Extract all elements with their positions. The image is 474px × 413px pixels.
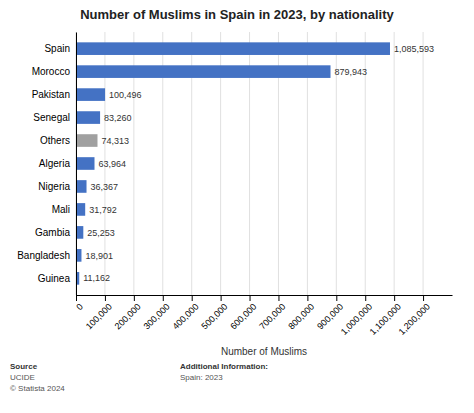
x-tick-mark — [163, 295, 164, 301]
x-tick: 400,000 — [171, 295, 201, 332]
x-tick-mark — [307, 295, 308, 301]
x-tick: 0 — [74, 295, 85, 312]
data-labels: 1,085,593 879,943 100,496 83,260 74,313 63,96… — [83, 44, 434, 284]
x-tick-mark — [336, 295, 337, 301]
data-label: 74,313 — [101, 136, 129, 146]
x-tick-mark — [221, 295, 222, 301]
x-axis: 0100,000200,000300,000400,000500,000600,… — [74, 295, 452, 337]
x-tick: 300,000 — [142, 295, 172, 332]
annotation-line: Additional Information: — [180, 362, 268, 371]
annotation: Additional Information: Spain: 2023 — [180, 362, 268, 382]
x-tick: 700,000 — [257, 295, 287, 332]
y-axis-line — [76, 33, 77, 296]
y-tick: Nigeria — [38, 181, 76, 192]
plot: 0100,000200,000300,000400,000500,000600,… — [17, 32, 452, 337]
x-tick: 900,000 — [315, 295, 345, 332]
x-tick-label: 200,000 — [113, 301, 143, 331]
x-tick: 600,000 — [228, 295, 258, 332]
x-tick: 1,200,000 — [397, 295, 432, 337]
annotation-line: Source — [10, 362, 38, 371]
data-label: 63,964 — [99, 159, 127, 169]
data-label: 31,792 — [89, 205, 117, 215]
x-tick-label: 0 — [74, 301, 85, 312]
annotation: Source UCIDE © Statista 2024 — [10, 362, 65, 393]
x-tick-label: 300,000 — [142, 301, 172, 331]
x-tick-label: 400,000 — [171, 301, 201, 331]
data-label: 100,496 — [109, 90, 142, 100]
y-tick: Pakistan — [32, 89, 76, 100]
x-tick-mark — [76, 295, 77, 301]
data-label: 25,253 — [87, 228, 115, 238]
annotation-line: UCIDE — [10, 373, 35, 382]
grid-line — [394, 32, 395, 295]
x-tick-mark — [423, 295, 424, 301]
x-tick: 800,000 — [286, 295, 316, 332]
y-tick: Others — [40, 135, 76, 146]
y-tick: Gambia — [35, 227, 76, 238]
y-tick: Senegal — [33, 112, 76, 123]
bar — [76, 157, 95, 170]
x-axis-title: Number of Muslims — [221, 346, 307, 357]
x-tick-label: 100,000 — [84, 301, 114, 331]
title: Number of Muslims in Spain in 2023, by n… — [80, 7, 394, 22]
data-label: 18,901 — [85, 251, 113, 261]
y-tick-label: Bangladesh — [17, 250, 70, 261]
y-tick-label: Gambia — [35, 227, 70, 238]
x-axis-line — [77, 295, 453, 296]
y-tick: Guinea — [38, 273, 76, 284]
data-label: 1,085,593 — [394, 44, 434, 54]
y-axis: Spain Morocco Pakistan Senegal Others Algeria… — [17, 33, 76, 296]
bar — [76, 42, 390, 55]
y-tick: Bangladesh — [17, 250, 76, 261]
y-tick-label: Morocco — [32, 66, 71, 77]
x-tick-mark — [192, 295, 193, 301]
grid — [76, 32, 423, 295]
bar — [76, 180, 87, 193]
y-tick-label: Spain — [44, 43, 70, 54]
bar — [76, 65, 331, 78]
x-tick: 200,000 — [113, 295, 143, 332]
x-tick-label: 600,000 — [228, 301, 258, 331]
annotation-line: Spain: 2023 — [180, 373, 223, 382]
x-tick: 100,000 — [84, 295, 114, 332]
data-label: 11,162 — [83, 273, 110, 283]
bar — [76, 88, 105, 101]
chart: Number of Muslims in Spain in 2023, by n… — [0, 0, 474, 413]
x-tick-mark — [105, 295, 106, 301]
x-tick-mark — [365, 295, 366, 301]
x-tick: 500,000 — [199, 295, 229, 332]
y-tick: Algeria — [39, 158, 76, 169]
x-tick-mark — [278, 295, 279, 301]
bar — [76, 226, 83, 239]
y-tick-label: Mali — [52, 204, 70, 215]
grid-line — [423, 32, 424, 295]
data-label: 36,367 — [91, 182, 119, 192]
data-label: 879,943 — [335, 67, 368, 77]
x-tick-mark — [134, 295, 135, 301]
y-tick-label: Guinea — [38, 273, 71, 284]
x-tick-mark — [394, 295, 395, 301]
y-tick-label: Others — [40, 135, 70, 146]
x-tick-label: 700,000 — [257, 301, 287, 331]
bar — [76, 203, 85, 216]
x-tick-mark — [250, 295, 251, 301]
x-tick-label: 800,000 — [286, 301, 316, 331]
grid-line — [76, 32, 77, 295]
data-label: 83,260 — [104, 113, 132, 123]
annotation-line: © Statista 2024 — [10, 384, 65, 393]
y-tick-label: Senegal — [33, 112, 70, 123]
bar — [76, 111, 100, 124]
y-tick: Mali — [52, 204, 76, 215]
bar — [76, 134, 97, 147]
y-tick: Spain — [44, 43, 76, 54]
bars — [76, 42, 390, 284]
y-tick-label: Nigeria — [38, 181, 70, 192]
y-tick-label: Algeria — [39, 158, 71, 169]
y-tick-label: Pakistan — [32, 89, 70, 100]
y-tick: Morocco — [32, 66, 76, 77]
x-tick-label: 500,000 — [199, 301, 229, 331]
x-tick-label: 1,200,000 — [397, 301, 432, 336]
